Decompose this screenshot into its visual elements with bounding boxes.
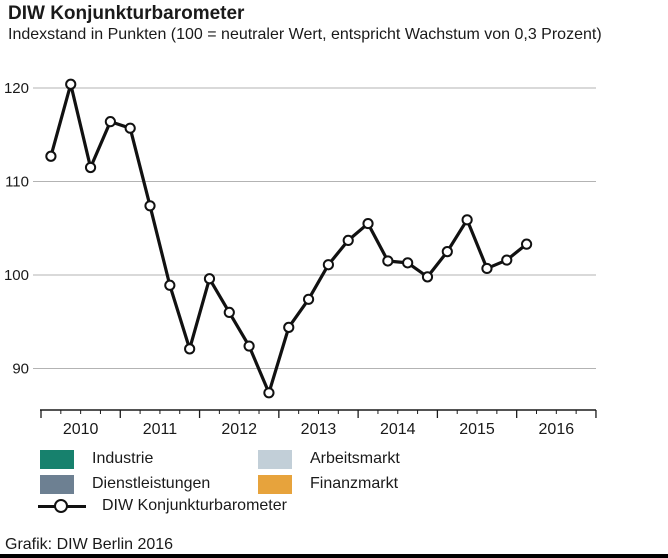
barometer-marker	[461, 214, 473, 226]
dienstleistungen-swatch	[40, 474, 74, 494]
legend-label-arbeitsmarkt: Arbeitsmarkt	[310, 450, 400, 467]
x-tick-label-2016: 2016	[539, 421, 575, 438]
barometer-marker	[342, 234, 354, 246]
x-tick-label-2015: 2015	[459, 421, 495, 438]
legend-item-finanzmarkt: Finanzmarkt	[258, 474, 398, 494]
barometer-line	[49, 82, 529, 395]
chart-subtitle: Indexstand in Punkten (100 = neutraler W…	[8, 26, 602, 43]
barometer-marker	[164, 279, 176, 291]
barometer-marker	[481, 262, 493, 275]
legend-label-dienstleistungen: Dienstleistungen	[92, 475, 211, 492]
barometer-marker	[104, 116, 116, 128]
barometer-marker	[402, 257, 414, 269]
barometer-marker	[65, 78, 77, 90]
barometer-marker	[45, 150, 57, 162]
legend-item-arbeitsmarkt: Arbeitsmarkt	[258, 449, 400, 469]
barometer-marker	[144, 200, 156, 212]
barometer-marker	[84, 161, 97, 174]
barometer-marker	[362, 217, 374, 230]
chart-title: DIW Konjunkturbarometer	[8, 3, 245, 24]
bottom-bar	[0, 554, 668, 558]
line-marker-icon	[38, 499, 86, 513]
barometer-marker	[322, 259, 334, 271]
barometer-marker	[124, 122, 136, 134]
x-tick-label-2014: 2014	[380, 421, 416, 438]
legend-item-industrie: Industrie	[40, 449, 153, 469]
chart-plot-area: 120 110 100 90 2010 2011 2012 2013 2014 2015 2016	[4, 78, 597, 438]
legend-label-barometer: DIW Konjunkturbarometer	[102, 497, 287, 514]
finanzmarkt-swatch	[258, 474, 292, 494]
barometer-marker	[302, 293, 315, 305]
y-tick-label-100: 100	[4, 267, 29, 284]
y-tick-label-90: 90	[12, 361, 29, 378]
y-tick-label-110: 110	[5, 174, 29, 191]
industrie-swatch	[40, 449, 74, 469]
x-tick-label-2012: 2012	[221, 421, 257, 438]
legend-label-industrie: Industrie	[92, 450, 154, 467]
barometer-marker	[520, 238, 533, 250]
legend-item-dienstleistungen: Dienstleistungen	[40, 474, 210, 494]
barometer-marker	[184, 343, 196, 355]
legend: Industrie Dienstleistungen Arbeitsmarkt …	[0, 447, 668, 517]
barometer-marker	[421, 271, 434, 283]
legend-label-finanzmarkt: Finanzmarkt	[310, 475, 399, 492]
barometer-marker	[382, 255, 394, 267]
y-tick-label-120: 120	[4, 80, 29, 97]
barometer-marker	[203, 273, 216, 285]
x-tick-label-2011: 2011	[143, 421, 178, 438]
credit-text: Grafik: DIW Berlin 2016	[5, 536, 174, 553]
x-tick-label-2013: 2013	[301, 421, 337, 438]
barometer-marker	[223, 306, 235, 318]
x-tick-label-2010: 2010	[63, 421, 99, 438]
barometer-marker	[501, 254, 513, 266]
barometer-marker	[243, 340, 255, 352]
arbeitsmarkt-swatch	[258, 449, 292, 469]
barometer-marker	[283, 321, 295, 333]
legend-item-barometer-line: DIW Konjunkturbarometer	[38, 497, 287, 515]
barometer-marker	[263, 387, 275, 399]
barometer-marker	[441, 246, 453, 258]
